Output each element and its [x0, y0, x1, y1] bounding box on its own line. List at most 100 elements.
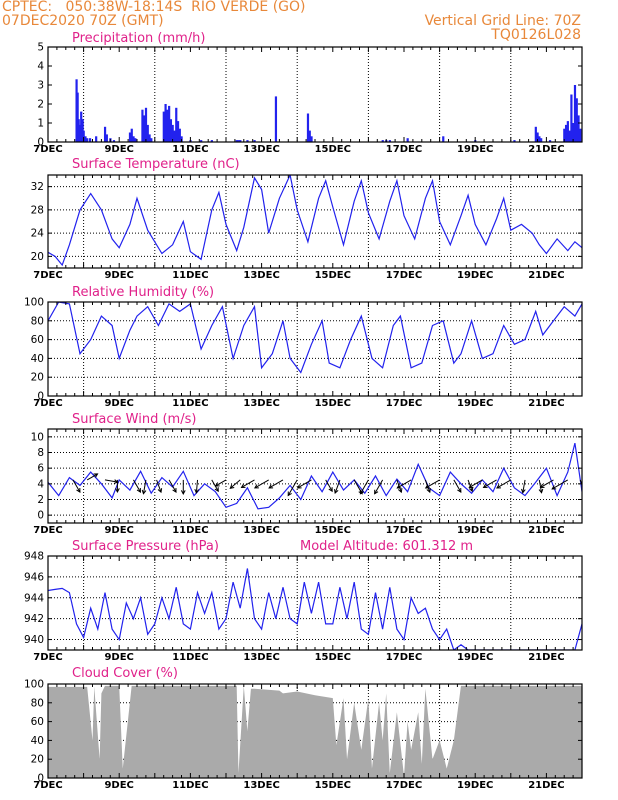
- panel-title: Precipitation (mm/h): [72, 31, 205, 46]
- precip-bar: [141, 109, 144, 142]
- panel-title: Surface Temperature (nC): [72, 157, 240, 172]
- cloud-cover-area: [48, 685, 582, 778]
- y-tick-label: 0: [37, 391, 44, 403]
- precip-bar: [536, 132, 539, 142]
- wind-arrow-head: [229, 484, 235, 489]
- series-group: [48, 302, 582, 374]
- precip-bar: [128, 132, 132, 142]
- panel-frame: [47, 555, 583, 651]
- x-tick-label: 7DEC: [33, 652, 62, 663]
- x-tick-label: 19DEC: [457, 652, 493, 663]
- y-tick-label: 0: [37, 137, 44, 149]
- wind-arrow-shaft: [397, 479, 412, 489]
- y-tick-label: 20: [31, 251, 44, 263]
- series-line: [48, 568, 582, 650]
- wind-arrow-shaft: [334, 479, 341, 494]
- precip-bar: [164, 104, 167, 142]
- wind-arrow-shaft: [374, 479, 384, 495]
- x-tick-label: 11DEC: [172, 525, 208, 536]
- wind-arrow-head: [76, 488, 81, 493]
- wind-arrow-head: [457, 488, 462, 493]
- precip-bar: [143, 115, 146, 142]
- y-tick-label: 100: [24, 297, 44, 309]
- x-tick-label: 11DEC: [172, 652, 208, 663]
- panel-title: Surface Pressure (hPa): [72, 539, 219, 554]
- wind-arrow-head: [396, 484, 402, 489]
- series-group: [48, 442, 582, 510]
- wind-arrow-head: [334, 489, 339, 495]
- y-tick-label: 80: [31, 697, 44, 709]
- precip-bar: [246, 140, 249, 142]
- x-tick-label: 19DEC: [457, 144, 493, 155]
- x-tick-label: 9DEC: [104, 780, 133, 791]
- x-tick-label: 9DEC: [104, 652, 133, 663]
- wind-arrow-shaft: [268, 479, 284, 489]
- wind-arrow-head: [359, 489, 365, 495]
- wind-arrow-shaft: [540, 479, 554, 488]
- x-tick-label: 21DEC: [528, 525, 564, 536]
- wind-arrow-shaft: [86, 473, 98, 481]
- x-tick-label: 13DEC: [243, 144, 279, 155]
- precip-bar: [568, 130, 571, 142]
- wind-arrow-shaft: [133, 479, 141, 493]
- wind-arrow-head: [424, 484, 430, 489]
- y-tick-label: 1: [37, 118, 44, 130]
- x-tick-label: 11DEC: [172, 144, 208, 155]
- wind-arrow-shaft: [229, 479, 241, 489]
- wind-arrow-head: [253, 484, 259, 489]
- precip-bar: [148, 134, 151, 142]
- panel-frame: [47, 428, 583, 524]
- wind-arrow-shaft: [254, 479, 269, 489]
- precip-bar: [237, 140, 240, 142]
- precip-bar: [577, 115, 580, 142]
- wind-arrow-shaft: [211, 479, 219, 492]
- x-tick-label: 9DEC: [104, 270, 133, 281]
- x-tick-label: 7DEC: [33, 525, 62, 536]
- precip-bar: [132, 136, 135, 142]
- wind-arrow-head: [240, 483, 246, 488]
- precip-bar: [513, 140, 516, 142]
- y-tick-label: 40: [31, 735, 44, 747]
- y-tick-label: 60: [31, 334, 44, 346]
- series-group: [48, 568, 582, 650]
- wind-arrow-head: [468, 483, 474, 488]
- precip-bar: [176, 121, 180, 142]
- wind-arrow-shaft: [424, 479, 431, 493]
- x-tick-label: 21DEC: [528, 270, 564, 281]
- precip-bar: [95, 136, 98, 142]
- precip-bar: [306, 113, 310, 142]
- wind-arrow-head: [93, 473, 99, 478]
- wind-arrow-head: [374, 489, 379, 495]
- precip-bar: [308, 130, 311, 142]
- panel-title: Surface Wind (m/s): [72, 412, 196, 427]
- precip-bar: [310, 136, 313, 142]
- precip-bar: [563, 128, 566, 142]
- y-tick-label: 24: [31, 228, 45, 240]
- precip-bar: [406, 138, 409, 142]
- wind-arrow-shaft: [496, 479, 512, 489]
- x-tick-label: 11DEC: [172, 780, 208, 791]
- precip-bar: [573, 85, 577, 142]
- wind-arrow-head: [157, 488, 163, 494]
- x-tick-label: 17DEC: [386, 525, 422, 536]
- precip-bar: [84, 136, 87, 142]
- precip-bar: [82, 130, 85, 142]
- series-line: [48, 302, 582, 374]
- x-tick-label: 7DEC: [33, 780, 62, 791]
- precip-bar: [442, 136, 445, 142]
- wind-arrow-head: [328, 487, 333, 493]
- precip-bar: [173, 130, 176, 142]
- wind-arrow-shaft: [168, 479, 177, 493]
- wind-arrow-shaft: [425, 479, 440, 489]
- precip-bar: [77, 119, 80, 142]
- x-tick-label: 13DEC: [243, 780, 279, 791]
- precip-bar: [564, 124, 568, 142]
- panel-annotation: Model Altitude: 601.312 m: [300, 539, 473, 554]
- y-tick-label: 40: [31, 353, 44, 365]
- x-tick-label: 15DEC: [315, 525, 351, 536]
- wind-arrow-head: [496, 484, 501, 489]
- x-tick-label: 17DEC: [386, 652, 422, 663]
- y-tick-label: 20: [31, 754, 44, 766]
- y-tick-label: 940: [24, 634, 44, 646]
